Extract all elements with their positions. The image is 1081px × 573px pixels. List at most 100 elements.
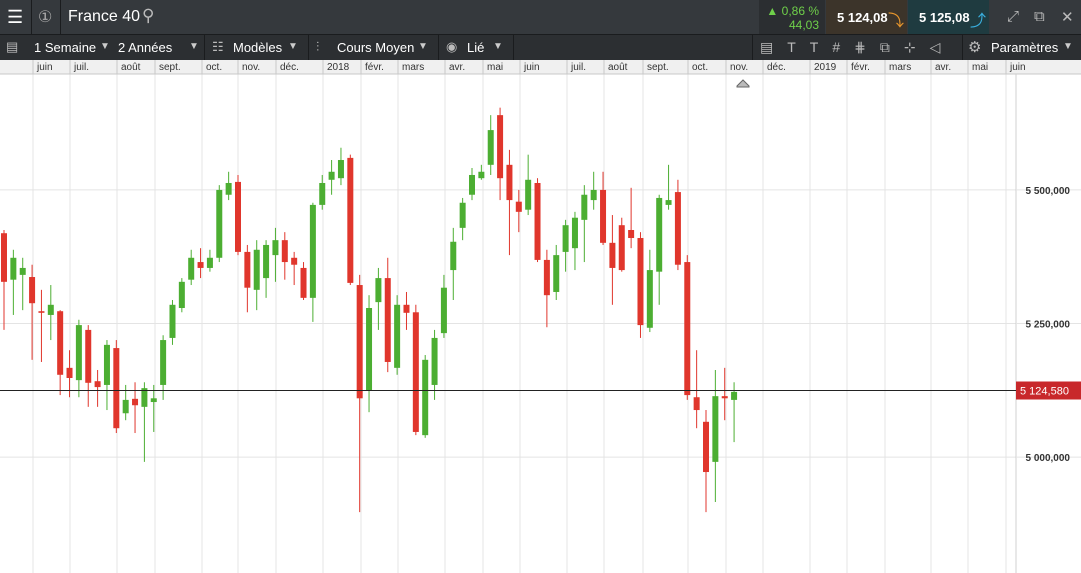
- candle-body: [440, 287, 447, 334]
- candle-body: [600, 189, 607, 243]
- month-label: juin: [36, 62, 53, 73]
- change-pct: ▲ 0,86 %: [766, 4, 819, 18]
- candle-body: [216, 189, 223, 258]
- candle-body: [684, 262, 691, 396]
- candle-body: [225, 182, 232, 195]
- candle-body: [150, 398, 157, 403]
- candle-body: [384, 278, 391, 362]
- candle-body: [113, 348, 120, 429]
- candle-body: [347, 157, 354, 283]
- popout-icon[interactable]: ⧉: [1034, 8, 1045, 25]
- link-select[interactable]: Lié: [467, 40, 485, 55]
- candle-body: [712, 396, 719, 462]
- search-icon[interactable]: ⚲: [142, 6, 155, 25]
- month-label: mai: [487, 62, 503, 73]
- candle-body: [450, 241, 457, 271]
- candle-body: [188, 257, 195, 280]
- month-label: 2019: [814, 62, 837, 73]
- candle-body: [571, 217, 578, 249]
- last-price-box: [1016, 381, 1081, 400]
- candle-body: [300, 267, 307, 298]
- candle-body: [618, 225, 625, 271]
- candle-body: [553, 255, 560, 292]
- tool-icons[interactable]: ▤TT#⋕⧉⊹◁: [760, 39, 955, 55]
- candle-body: [178, 281, 185, 309]
- candle-body: [497, 115, 504, 179]
- month-label: sept.: [159, 62, 181, 73]
- candle-body: [75, 325, 82, 381]
- candle-body: [403, 304, 410, 313]
- candle-body: [169, 304, 176, 338]
- templates-select[interactable]: Modèles: [233, 40, 283, 55]
- candle-body: [375, 278, 382, 303]
- candle-body: [590, 189, 597, 201]
- month-label: juin: [523, 62, 540, 73]
- settings-button[interactable]: Paramètres: [991, 40, 1059, 55]
- candle-body: [656, 197, 663, 272]
- candle-body: [319, 182, 326, 205]
- candle-body: [141, 388, 148, 407]
- candle-body: [57, 311, 64, 375]
- sell-price: 5 124,08: [837, 10, 888, 25]
- y-tick-label: 5 250,000: [1026, 320, 1071, 331]
- candle-body: [122, 399, 129, 414]
- list-icon[interactable]: ▤: [6, 39, 19, 54]
- candle-body: [515, 201, 522, 212]
- info-icon[interactable]: ①: [38, 9, 53, 26]
- period-select[interactable]: 1 Semaine: [34, 40, 97, 55]
- candle-body: [47, 304, 54, 315]
- close-icon[interactable]: ✕: [1061, 9, 1074, 26]
- candle-body: [160, 340, 167, 385]
- month-label: nov.: [730, 62, 748, 73]
- sell-button[interactable]: 5 124,08 ⤵: [826, 0, 907, 34]
- month-label: nov.: [242, 62, 260, 73]
- candle-body: [459, 202, 466, 228]
- month-label: juil.: [73, 62, 89, 73]
- month-label: 2018: [327, 62, 350, 73]
- candle-body: [197, 262, 204, 268]
- candle-body: [609, 242, 616, 268]
- candle-body: [646, 270, 653, 328]
- candle-body: [66, 367, 73, 378]
- month-label: mars: [889, 62, 911, 73]
- candle-body: [478, 171, 485, 179]
- expand-icon[interactable]: ⤢: [1007, 8, 1020, 25]
- month-label: sept.: [647, 62, 669, 73]
- range-select[interactable]: 2 Années: [118, 40, 173, 55]
- month-label: déc.: [280, 62, 299, 73]
- month-label: août: [121, 62, 141, 73]
- price-type-select[interactable]: Cours Moyen: [337, 40, 415, 55]
- top-bar: ☰ ① France 40 ⚲ ▲ 0,86 % 44,03 5 124,08 …: [0, 0, 1081, 34]
- candle-body: [721, 396, 728, 399]
- candle-body: [665, 200, 672, 205]
- candle-body: [253, 249, 260, 290]
- month-label: avr.: [935, 62, 951, 73]
- candle-body: [674, 192, 681, 265]
- candle-body: [431, 337, 438, 385]
- change-value: 44,03: [788, 18, 819, 32]
- month-label: juil.: [570, 62, 586, 73]
- buy-button[interactable]: 5 125,08 ⤴: [908, 0, 989, 34]
- candle-body: [394, 304, 401, 368]
- candle-body: [38, 311, 45, 313]
- toolbar: ▤ 1 Semaine ▼ 2 Années ▼ ☷ Modèles ▼ ⫶ C…: [0, 34, 1081, 61]
- candle-body: [291, 257, 298, 265]
- candle-body: [506, 164, 513, 201]
- month-label: mai: [972, 62, 988, 73]
- month-label: oct.: [692, 62, 708, 73]
- candle-body: [235, 181, 241, 252]
- menu-icon[interactable]: ☰: [7, 7, 24, 27]
- candle-body: [525, 179, 532, 210]
- candle-body: [206, 257, 213, 268]
- candle-body: [103, 344, 110, 385]
- month-label: mars: [402, 62, 424, 73]
- y-tick-label: 5 000,000: [1026, 453, 1071, 464]
- candle-body: [703, 421, 709, 473]
- time-axis-bg: [0, 60, 1081, 74]
- candle-body: [85, 329, 92, 383]
- candle-body: [328, 171, 335, 180]
- month-label: déc.: [767, 62, 786, 73]
- instrument-title[interactable]: France 40: [68, 8, 141, 25]
- event-marker[interactable]: [736, 79, 750, 88]
